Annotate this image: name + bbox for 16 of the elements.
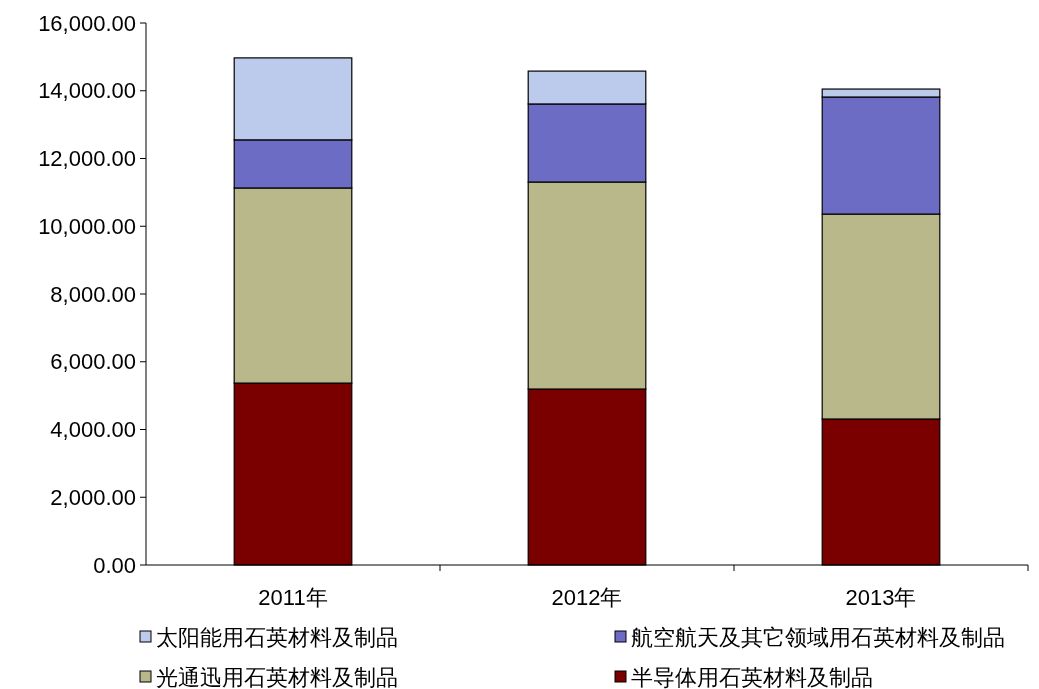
legend-label: 半导体用石英材料及制品 [631, 664, 873, 689]
y-tick-label: 6,000.00 [50, 349, 136, 375]
x-tick-label: 2012年 [551, 585, 623, 610]
legend-label: 太阳能用石英材料及制品 [156, 624, 398, 650]
y-tick-label: 16,000.00 [38, 10, 136, 36]
y-tick-label: 14,000.00 [38, 78, 136, 104]
y-tick-label: 4,000.00 [50, 417, 136, 443]
y-tick-label: 12,000.00 [38, 146, 136, 172]
y-tick-label: 10,000.00 [38, 213, 136, 239]
y-tick-label: 8,000.00 [50, 281, 136, 307]
legend-label: 光通迅用石英材料及制品 [156, 664, 398, 689]
x-tick-label: 2011年 [258, 585, 328, 610]
legend-label: 航空航天及其它领域用石英材料及制品 [631, 624, 1005, 650]
y-tick-label: 2,000.00 [50, 484, 136, 510]
x-tick-label: 2013年 [845, 585, 917, 610]
y-tick-label: 0.00 [93, 552, 136, 578]
